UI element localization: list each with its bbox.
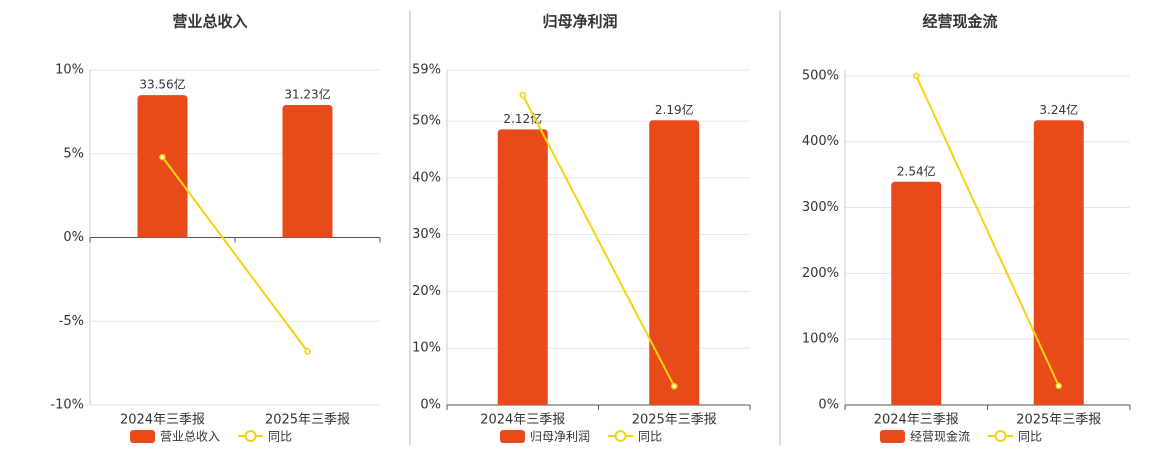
- chart-title: 归母净利润: [542, 13, 617, 31]
- y-tick-label: 0%: [63, 230, 84, 245]
- chart-title: 经营现金流: [922, 13, 997, 31]
- bar: [891, 181, 942, 405]
- x-tick-label: 2025年三季报: [1016, 413, 1101, 428]
- value-label: 2.12亿: [503, 111, 542, 126]
- y-tick-label: 500%: [802, 68, 839, 83]
- y-tick-label: 100%: [802, 332, 839, 347]
- x-tick-label: 2024年三季报: [874, 413, 959, 428]
- legend-label: 同比: [638, 430, 662, 444]
- legend-swatch: [880, 430, 905, 443]
- legend-label: 营业总收入: [160, 430, 220, 444]
- legend-label: 同比: [1018, 430, 1042, 444]
- chart-title: 营业总收入: [172, 13, 247, 31]
- value-label: 2.54亿: [897, 163, 936, 178]
- legend-label: 归母净利润: [530, 430, 590, 444]
- y-tick-label: 20%: [412, 284, 441, 299]
- y-tick-label: 50%: [412, 114, 441, 129]
- line-point: [913, 72, 920, 80]
- value-label: 2.19亿: [655, 102, 694, 117]
- y-tick-label: 400%: [802, 134, 839, 149]
- y-tick-label: -5%: [59, 314, 84, 329]
- y-tick-label: -10%: [50, 398, 84, 413]
- line-point: [1055, 382, 1062, 390]
- y-tick-label: 200%: [802, 266, 839, 281]
- x-tick-label: 2024年三季报: [120, 413, 205, 428]
- y-tick-label: 0%: [818, 398, 839, 413]
- legend-swatch: [130, 430, 155, 443]
- legend-swatch: [244, 430, 257, 442]
- y-tick-label: 0%: [420, 398, 441, 413]
- bar: [497, 129, 548, 405]
- line-point: [671, 383, 678, 390]
- line-point: [304, 348, 311, 355]
- value-label: 31.23亿: [284, 87, 330, 102]
- x-tick-label: 2024年三季报: [480, 413, 565, 428]
- line-point: [159, 153, 166, 161]
- line-point: [519, 91, 526, 99]
- x-tick-label: 2025年三季报: [632, 413, 717, 428]
- y-tick-label: 5%: [63, 146, 84, 161]
- line: [161, 156, 309, 352]
- value-label: 3.24亿: [1039, 102, 1078, 117]
- bar: [282, 105, 333, 238]
- legend-swatch: [500, 430, 525, 443]
- value-label: 33.56亿: [139, 77, 185, 92]
- bar: [649, 120, 700, 405]
- y-tick-label: 30%: [412, 227, 441, 242]
- y-tick-label: 10%: [412, 341, 441, 356]
- legend-swatch: [614, 430, 627, 442]
- legend-label: 经营现金流: [910, 429, 970, 444]
- y-tick-label: 59%: [412, 63, 441, 78]
- legend-swatch: [994, 430, 1007, 442]
- legend-label: 同比: [268, 430, 292, 444]
- y-tick-label: 10%: [55, 63, 84, 78]
- line: [915, 75, 1060, 387]
- x-tick-label: 2025年三季报: [265, 413, 350, 428]
- line: [521, 94, 676, 387]
- bar: [1033, 120, 1084, 405]
- bar: [137, 95, 188, 238]
- y-tick-label: 40%: [412, 170, 441, 185]
- y-tick-label: 300%: [802, 200, 839, 215]
